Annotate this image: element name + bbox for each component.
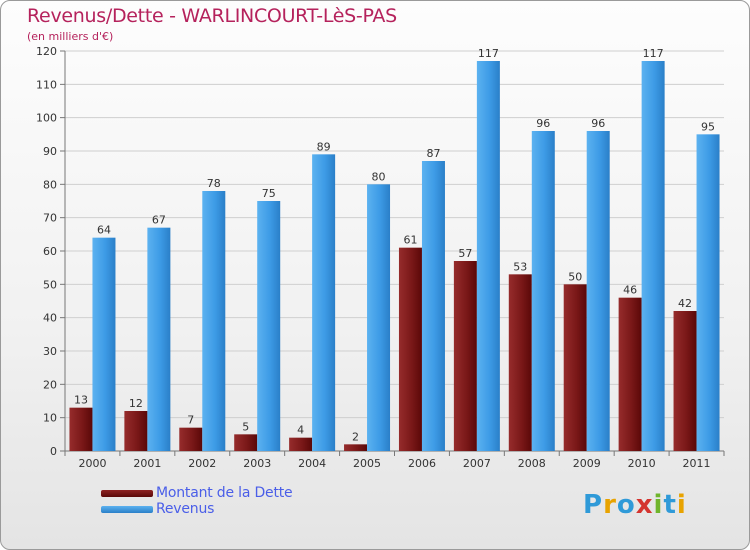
bar-debt-2007: [453, 261, 477, 451]
ytick-label-100: 100: [36, 112, 57, 125]
ytick-label-10: 10: [43, 412, 57, 425]
bar-debt-2001: [124, 411, 148, 451]
data-label-revenue-2005: 80: [372, 170, 386, 183]
bars: [69, 61, 720, 452]
data-label-revenue-2007: 117: [478, 47, 499, 60]
xtick-label-2002: 2002: [188, 457, 216, 470]
bar-revenue-2007: [476, 61, 500, 451]
bar-revenue-2003: [257, 201, 281, 451]
bar-debt-2004: [289, 437, 313, 451]
bar-revenue-2000: [92, 237, 116, 451]
data-label-revenue-2011: 95: [701, 120, 715, 133]
xtick-label-2001: 2001: [133, 457, 161, 470]
xtick-label-2000: 2000: [78, 457, 106, 470]
bar-debt-2008: [508, 274, 532, 451]
xtick-label-2003: 2003: [243, 457, 271, 470]
logo-letter: x: [635, 490, 654, 520]
xtick-label-2008: 2008: [518, 457, 546, 470]
data-label-debt-2007: 57: [458, 247, 472, 260]
bar-debt-2010: [618, 297, 642, 451]
ytick-label-0: 0: [50, 445, 57, 458]
bar-revenue-2008: [531, 131, 555, 451]
ytick-label-70: 70: [43, 212, 57, 225]
ytick-label-60: 60: [43, 245, 57, 258]
bar-revenue-2006: [421, 161, 445, 451]
ytick-label-120: 120: [36, 45, 57, 58]
data-label-debt-2000: 13: [74, 394, 88, 407]
ytick-label-50: 50: [43, 278, 57, 291]
ytick-label-110: 110: [36, 78, 57, 91]
ytick-label-40: 40: [43, 312, 57, 325]
bar-debt-2009: [563, 284, 587, 451]
data-label-debt-2005: 2: [352, 430, 359, 443]
gridlines: [65, 50, 724, 419]
bar-revenue-2009: [586, 131, 610, 451]
data-label-revenue-2000: 64: [97, 224, 111, 237]
logo-letter: P: [583, 490, 604, 520]
bar-debt-2006: [398, 247, 422, 451]
ytick-label-80: 80: [43, 178, 57, 191]
xtick-label-2006: 2006: [408, 457, 436, 470]
bar-revenue-2011: [696, 134, 720, 452]
chart-subtitle: (en milliers d'€): [27, 30, 114, 43]
bar-debt-2003: [234, 434, 258, 451]
data-label-debt-2010: 46: [623, 284, 637, 297]
data-label-debt-2006: 61: [403, 234, 417, 247]
logo-letter: o: [616, 490, 636, 520]
ytick-label-20: 20: [43, 378, 57, 391]
bar-debt-2000: [69, 407, 93, 451]
legend-label-debt: Montant de la Dette: [156, 485, 293, 501]
data-label-revenue-2006: 87: [426, 147, 440, 160]
bar-revenue-2001: [147, 227, 171, 451]
logo-letter: i: [676, 490, 687, 520]
legend-swatch-revenue: [101, 506, 153, 513]
legend-swatch-debt: [101, 490, 153, 497]
data-label-revenue-2003: 75: [262, 187, 276, 200]
xtick-label-2007: 2007: [463, 457, 491, 470]
ytick-label-30: 30: [43, 345, 57, 358]
ytick-label-90: 90: [43, 145, 57, 158]
axes: 0 10 20 30 40 50 60 70 80 90 100 110 120 2000 2001 2002…: [36, 45, 725, 470]
logo-letter: i: [653, 490, 664, 520]
data-label-debt-2009: 50: [568, 270, 582, 283]
logo-letter: r: [603, 490, 617, 520]
data-label-debt-2004: 4: [297, 424, 304, 437]
bar-revenue-2010: [641, 61, 665, 451]
bar-revenue-2004: [312, 154, 336, 452]
proxiti-logo: Proxiti: [583, 490, 687, 520]
data-label-revenue-2002: 78: [207, 177, 221, 190]
data-label-revenue-2001: 67: [152, 214, 166, 227]
data-label-debt-2003: 5: [242, 420, 249, 433]
bar-revenue-2002: [202, 191, 226, 451]
data-label-debt-2002: 7: [187, 414, 194, 427]
data-label-debt-2001: 12: [129, 397, 143, 410]
data-label-revenue-2009: 96: [591, 117, 605, 130]
data-labels: 13 64 12 67 7 78 5 75 4 89 2 80 61 87 57 117 53 96 50 96 46 1…: [74, 47, 715, 443]
xtick-label-2005: 2005: [353, 457, 381, 470]
data-label-debt-2011: 42: [678, 297, 692, 310]
bar-debt-2011: [673, 311, 697, 451]
data-label-revenue-2010: 117: [643, 47, 664, 60]
xtick-label-2011: 2011: [683, 457, 711, 470]
data-label-debt-2008: 53: [513, 260, 527, 273]
legend-label-revenue: Revenus: [156, 501, 215, 517]
bar-debt-2005: [344, 444, 368, 451]
data-label-revenue-2008: 96: [536, 117, 550, 130]
bar-revenue-2005: [367, 184, 391, 452]
chart-title: Revenus/Dette - WARLINCOURT-LèS-PAS: [27, 5, 397, 27]
logo-letter: t: [663, 490, 677, 520]
xtick-label-2004: 2004: [298, 457, 326, 470]
xtick-label-2010: 2010: [628, 457, 656, 470]
bar-debt-2002: [179, 427, 203, 451]
data-label-revenue-2004: 89: [317, 140, 331, 153]
xtick-label-2009: 2009: [573, 457, 601, 470]
